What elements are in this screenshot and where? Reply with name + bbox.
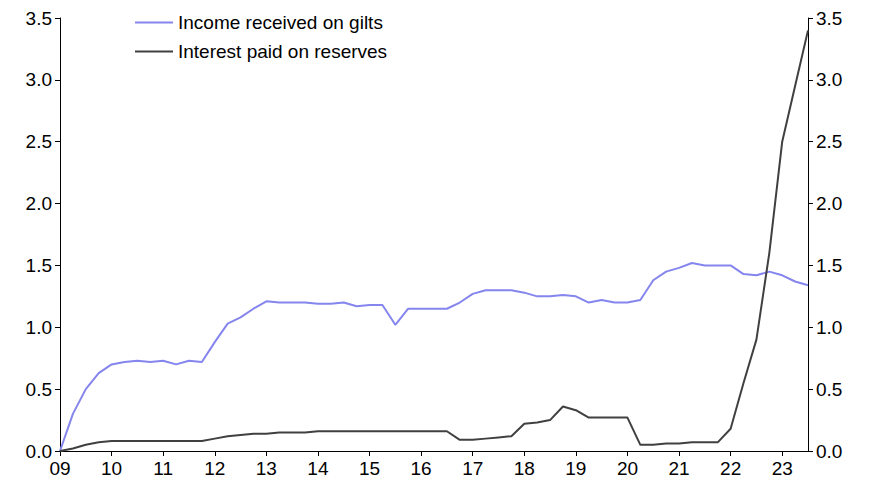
svg-text:1.0: 1.0 <box>816 317 842 338</box>
svg-text:1.5: 1.5 <box>816 255 842 276</box>
svg-text:2.5: 2.5 <box>26 131 52 152</box>
svg-text:22: 22 <box>720 458 741 479</box>
svg-text:17: 17 <box>462 458 483 479</box>
svg-text:0.0: 0.0 <box>816 441 842 462</box>
svg-text:2.5: 2.5 <box>816 131 842 152</box>
svg-text:1.5: 1.5 <box>26 255 52 276</box>
svg-text:16: 16 <box>411 458 432 479</box>
svg-text:3.5: 3.5 <box>26 8 52 29</box>
svg-text:18: 18 <box>514 458 535 479</box>
svg-text:3.0: 3.0 <box>816 69 842 90</box>
svg-text:15: 15 <box>359 458 380 479</box>
svg-text:13: 13 <box>256 458 277 479</box>
svg-text:20: 20 <box>617 458 638 479</box>
svg-text:0.0: 0.0 <box>26 441 52 462</box>
svg-text:Income received on gilts: Income received on gilts <box>178 12 383 33</box>
svg-text:0.5: 0.5 <box>816 379 842 400</box>
svg-text:14: 14 <box>307 458 329 479</box>
svg-text:10: 10 <box>101 458 122 479</box>
svg-text:11: 11 <box>153 458 173 479</box>
svg-text:2.0: 2.0 <box>816 193 842 214</box>
svg-text:3.5: 3.5 <box>816 8 842 29</box>
svg-text:21: 21 <box>668 458 689 479</box>
svg-text:1.0: 1.0 <box>26 317 52 338</box>
svg-text:23: 23 <box>772 458 793 479</box>
svg-text:0.5: 0.5 <box>26 379 52 400</box>
svg-text:2.0: 2.0 <box>26 193 52 214</box>
svg-text:09: 09 <box>49 458 70 479</box>
svg-text:12: 12 <box>204 458 225 479</box>
svg-text:19: 19 <box>565 458 586 479</box>
svg-text:3.0: 3.0 <box>26 69 52 90</box>
svg-text:Interest paid on reserves: Interest paid on reserves <box>178 41 387 62</box>
